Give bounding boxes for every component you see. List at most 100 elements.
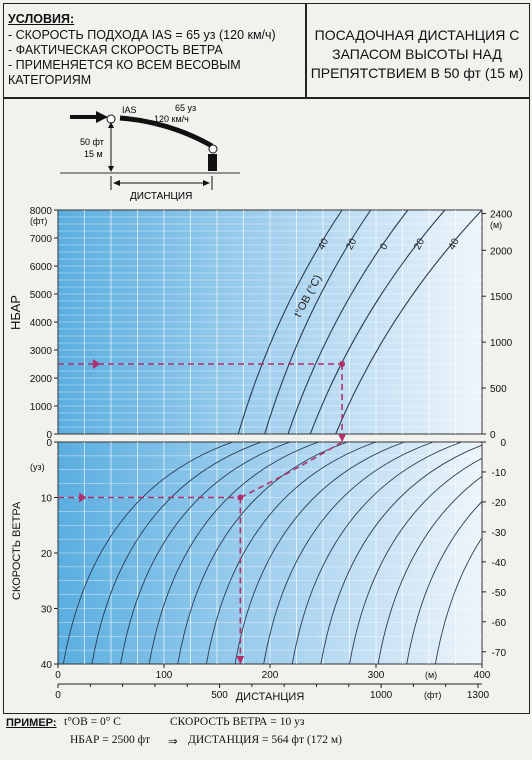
oat-curve-label-0: 0 [378,241,391,251]
oat-curve--20 [264,210,372,434]
y-tick-ft-4000: 4000 [30,318,53,329]
y-tick-ft-3000: 3000 [30,346,53,357]
condition-line-2: - ФАКТИЧЕСКАЯ СКОРОСТЬ ВЕТРА [8,43,223,57]
condition-line-4: КАТЕГОРИЯМ [8,73,92,87]
wind-guide-line [205,442,377,664]
wind-guide-line [177,442,348,664]
y-tick-ft-8000: 8000 [30,206,53,217]
wind-guide-line [263,442,434,664]
y-tick-kmh-20: -20 [492,498,507,509]
example-hpress: HБАР = 2500 фт [70,734,151,746]
path-arrowhead [338,434,347,442]
height-m-label: 15 м [84,149,103,159]
oat-curve--40 [237,210,343,434]
wind-guide-line [349,457,482,664]
y-tick-m-0: 0 [490,430,496,441]
y-unit-m: (м) [490,220,502,230]
chart-heading-3: ПРЕПЯТСТВИЕМ В 50 фт (15 м) [310,65,524,81]
y-axis-label-bottom: СКОРОСТЬ ВЕТРА [11,501,23,600]
x-tick-ft-500: 500 [211,690,228,701]
y-tick-ft-2000: 2000 [30,374,53,385]
wind-guide-line [291,442,463,664]
oat-curve-20 [309,210,446,434]
y-tick-kmh-60: -60 [492,618,507,629]
y-tick-m-2000: 2000 [490,246,513,257]
y-tick-kt-0: 0 [46,438,52,449]
x-tick-ft-1300: 1300 [467,690,490,701]
x-tick-m-400: 400 [474,670,491,681]
example-arrow: ⇒ [168,736,178,748]
y-tick-m-1500: 1500 [490,292,513,303]
wind-guide-line [62,442,234,664]
path-arrowhead [92,359,101,369]
example-oat: t°ОВ = 0° С [64,716,121,728]
wind-guide-line [434,536,482,664]
wind-guide-line [91,442,262,664]
wind-guide-lines [62,442,482,664]
example-result: ДИСТАНЦИЯ = 564 фт (172 м) [188,734,342,746]
speed-kt-label: 65 уз [175,103,196,113]
wind-guide-line [406,500,482,664]
oat-curve-label-40: 40 [447,236,462,251]
speed-kmh-label: 120 км/ч [154,114,189,124]
y-tick-kmh-40: -40 [492,558,507,569]
oat-curve-40 [335,210,483,434]
x-axis-label: ДИСТАНЦИЯ [236,691,305,703]
wind-guide-line [120,442,291,664]
axis-labels: (фт) (м) (уз) (м) (фт) ДИСТАНЦИЯ HБАР СКОРОСТЬ … [8,216,502,703]
approach-diagram: IAS 65 уз 120 км/ч 50 фт 15 м ДИСТАНЦИЯ [60,103,240,202]
approach-path [119,115,214,149]
y-tick-m-2400: 2400 [490,210,513,221]
y-tick-kt-20: 20 [41,549,53,560]
conditions-box [3,3,307,99]
axis-ticks: 0100020003000400050006000700080000500100… [30,206,513,701]
y-tick-kmh-70: -70 [492,648,507,659]
y-tick-kmh-10: -10 [492,468,507,479]
y-tick-ft-0: 0 [46,430,52,441]
wind-guide-line [320,444,482,664]
title-box [305,3,530,99]
oat-curve-label--40: 40 [316,236,331,251]
path-arrowhead [236,656,245,664]
wind-guide-line [234,442,405,664]
wind-guide-line [148,442,319,664]
obstacle-point [106,114,116,124]
y-tick-ft-6000: 6000 [30,262,53,273]
x-unit-ft: (фт) [424,690,441,700]
path-arrowhead [79,492,87,503]
y-tick-kt-30: 30 [41,605,53,616]
conditions-title: УСЛОВИЯ: [8,12,75,26]
x-tick-m-0: 0 [55,670,61,681]
wind-guide-line [377,475,482,664]
y-unit-kt: (уз) [30,462,45,472]
example-label: ПРИМЕР: [6,717,57,729]
path-wind-curve [239,441,343,499]
ias-label: IAS [122,105,137,115]
chart-heading-2: ЗАПАСОМ ВЫСОТЫ НАД [332,46,502,62]
oat-curve-0 [287,210,409,434]
x-tick-m-300: 300 [368,670,385,681]
example-wind: СКОРОСТЬ ВЕТРА = 10 уз [170,716,305,728]
y-unit-ft: (фт) [30,216,47,226]
y-tick-m-500: 500 [490,384,507,395]
distance-diagram-label: ДИСТАНЦИЯ [130,191,192,202]
x-tick-m-100: 100 [156,670,173,681]
x-tick-ft-1000: 1000 [370,690,393,701]
x-tick-m-200: 200 [262,670,279,681]
aircraft-icon [208,154,217,171]
y-axis-label-top: HБАР [8,295,23,330]
height-ft-label: 50 фт [80,137,104,147]
y-tick-kt-10: 10 [41,494,53,505]
y-tick-kmh-0: 0 [500,438,506,449]
chart-heading-1: ПОСАДОЧНАЯ ДИСТАНЦИЯ С [314,27,520,43]
y-tick-kmh-30: -30 [492,528,507,539]
y-tick-kt-40: 40 [41,660,53,671]
y-tick-kmh-50: -50 [492,588,507,599]
chart-frame [3,97,530,714]
oat-curve-label--20: 20 [344,236,359,251]
x-tick-ft-0: 0 [55,690,61,701]
y-tick-ft-7000: 7000 [30,234,53,245]
y-tick-ft-5000: 5000 [30,290,53,301]
